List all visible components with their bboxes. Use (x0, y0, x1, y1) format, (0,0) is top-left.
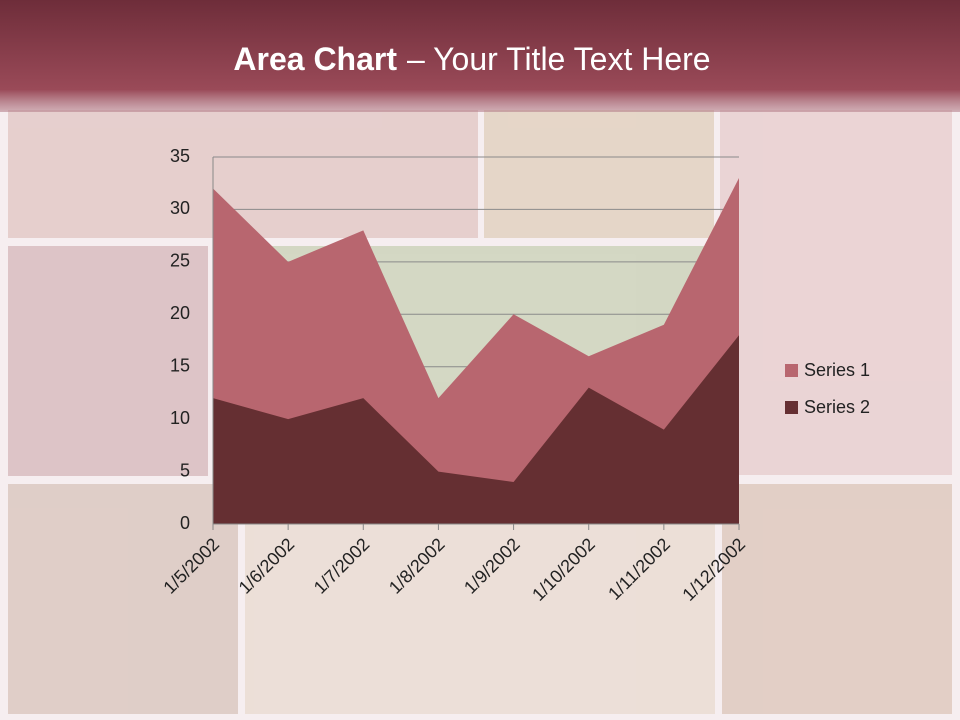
title-rest: – Your Title Text Here (407, 41, 711, 77)
legend-swatch (785, 401, 798, 414)
y-tick-label: 25 (170, 251, 190, 271)
legend-label: Series 2 (804, 397, 870, 417)
title-band (0, 0, 960, 112)
legend-swatch (785, 364, 798, 377)
y-tick-label: 10 (170, 408, 190, 428)
y-tick-label: 20 (170, 303, 190, 323)
title-bold: Area Chart (233, 41, 397, 77)
y-tick-label: 15 (170, 355, 190, 375)
y-tick-label: 35 (170, 146, 190, 166)
area (213, 335, 739, 524)
legend-label: Series 1 (804, 360, 870, 380)
slide-title: Area Chart – Your Title Text Here (233, 41, 710, 77)
y-tick-label: 0 (180, 513, 190, 533)
y-tick-label: 5 (180, 460, 190, 480)
y-tick-label: 30 (170, 198, 190, 218)
